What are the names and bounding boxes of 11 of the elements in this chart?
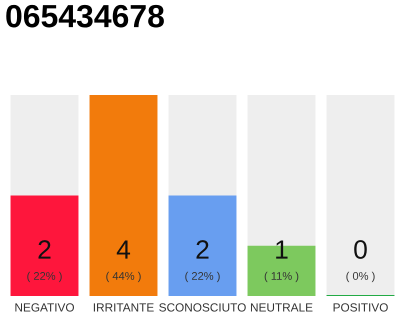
x-tick-label: NEUTRALE [250,303,312,312]
x-tick-label: IRRITANTE [94,303,154,312]
x-tick-label: NEGATIVO [15,303,74,312]
chart-title: 065434678 [6,4,164,28]
data-label: 0 ( 0% ) [346,240,375,282]
data-label: 2 ( 22% ) [27,240,62,282]
x-tick-label: SCONOSCIUTO [159,303,246,312]
data-label: 2 ( 22% ) [185,240,220,282]
data-label: 4 ( 44% ) [106,240,141,282]
x-tick-label: POSITIVO [334,303,388,312]
data-label: 1 ( 11% ) [264,240,298,282]
